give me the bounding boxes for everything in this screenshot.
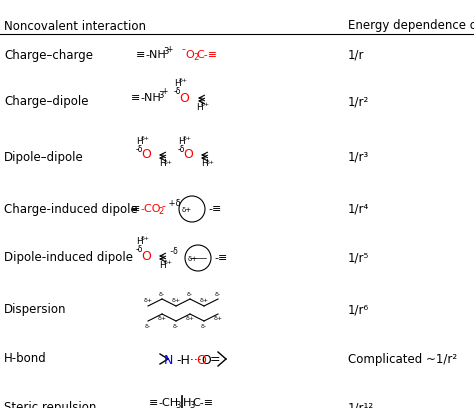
Text: H: H [196, 102, 203, 111]
Text: -NH: -NH [140, 93, 161, 103]
Text: δ-: δ- [159, 291, 165, 297]
Text: Complicated ~1/r²: Complicated ~1/r² [348, 353, 457, 366]
Text: 1/r²: 1/r² [348, 95, 369, 109]
Text: δ-: δ- [201, 324, 207, 328]
Text: δ+: δ+ [206, 160, 215, 164]
Text: O: O [196, 353, 206, 366]
Text: H: H [136, 237, 143, 246]
Text: δ-: δ- [145, 324, 151, 328]
Text: H: H [178, 137, 185, 146]
Text: O: O [183, 149, 193, 162]
Text: H: H [159, 260, 166, 270]
Text: -: - [161, 201, 165, 211]
Text: C-≡: C-≡ [196, 50, 217, 60]
Text: 1/r⁵: 1/r⁵ [348, 251, 369, 264]
Text: -≡: -≡ [208, 204, 221, 214]
Text: -≡: -≡ [214, 253, 228, 263]
Text: 3: 3 [163, 47, 168, 56]
Text: Dipole–dipole: Dipole–dipole [4, 151, 84, 164]
Text: O: O [185, 50, 194, 60]
Text: C-≡: C-≡ [192, 398, 213, 408]
Text: Dispersion: Dispersion [4, 304, 66, 317]
Text: 2: 2 [158, 208, 163, 217]
Text: O: O [179, 91, 189, 104]
Text: H: H [183, 398, 191, 408]
Text: -δ: -δ [168, 248, 178, 257]
Text: -δ: -δ [174, 87, 182, 97]
Text: δ+: δ+ [188, 256, 198, 262]
Text: δ+: δ+ [157, 317, 166, 322]
Text: H: H [201, 160, 208, 169]
Text: Charge–charge: Charge–charge [4, 49, 93, 62]
Text: O: O [141, 250, 151, 262]
Text: -H···O: -H···O [176, 353, 212, 366]
Text: Charge–dipole: Charge–dipole [4, 95, 89, 109]
Text: δ+: δ+ [141, 135, 150, 140]
Text: H: H [174, 80, 181, 89]
Text: δ+: δ+ [144, 299, 153, 304]
Text: δ+: δ+ [179, 78, 188, 84]
Text: δ+: δ+ [164, 160, 173, 164]
Text: δ+: δ+ [183, 135, 192, 140]
Text: O: O [141, 149, 151, 162]
Text: δ-: δ- [173, 324, 179, 328]
Text: =: = [210, 353, 220, 366]
Text: +δ: +δ [166, 199, 181, 208]
Text: δ-: δ- [187, 291, 193, 297]
Text: δ+: δ+ [164, 260, 173, 266]
Text: -δ: -δ [136, 246, 143, 255]
Text: +: + [161, 87, 167, 97]
Text: N: N [164, 353, 173, 366]
Text: δ+: δ+ [185, 317, 194, 322]
Text: 3: 3 [189, 401, 194, 408]
Text: -CO: -CO [140, 204, 161, 214]
Text: 1/r³: 1/r³ [348, 151, 369, 164]
Text: δ+: δ+ [141, 237, 150, 242]
Text: ≡: ≡ [149, 398, 158, 408]
Text: +: + [166, 44, 173, 53]
Text: Charge-induced dipole: Charge-induced dipole [4, 202, 138, 215]
Text: δ+: δ+ [182, 207, 192, 213]
Text: δ+: δ+ [213, 317, 223, 322]
Text: δ-: δ- [215, 291, 221, 297]
Text: Dipole-induced dipole: Dipole-induced dipole [4, 251, 133, 264]
Text: 1/r¹²: 1/r¹² [348, 401, 374, 408]
Text: 2: 2 [193, 53, 198, 62]
Text: ≡: ≡ [131, 93, 140, 103]
Text: 1/r: 1/r [348, 49, 365, 62]
Text: H: H [159, 160, 166, 169]
Text: 3: 3 [175, 401, 181, 408]
Text: 3: 3 [158, 91, 164, 100]
Text: 1/r⁴: 1/r⁴ [348, 202, 369, 215]
Text: δ+: δ+ [172, 299, 181, 304]
Text: 1/r⁶: 1/r⁶ [348, 304, 369, 317]
Text: Steric repulsion: Steric repulsion [4, 401, 96, 408]
Text: δ+: δ+ [200, 299, 209, 304]
Text: -: - [181, 44, 185, 54]
Text: -NH: -NH [145, 50, 166, 60]
Text: -CH: -CH [158, 398, 178, 408]
Text: -δ: -δ [178, 144, 185, 153]
Text: δ+: δ+ [201, 102, 210, 107]
Text: H-bond: H-bond [4, 353, 47, 366]
Text: Energy dependence on distance: Energy dependence on distance [348, 20, 474, 33]
Text: -δ: -δ [136, 144, 143, 153]
Text: ≡: ≡ [136, 50, 145, 60]
Text: Noncovalent interaction: Noncovalent interaction [4, 20, 146, 33]
Text: H: H [136, 137, 143, 146]
Text: ≡: ≡ [131, 204, 140, 214]
